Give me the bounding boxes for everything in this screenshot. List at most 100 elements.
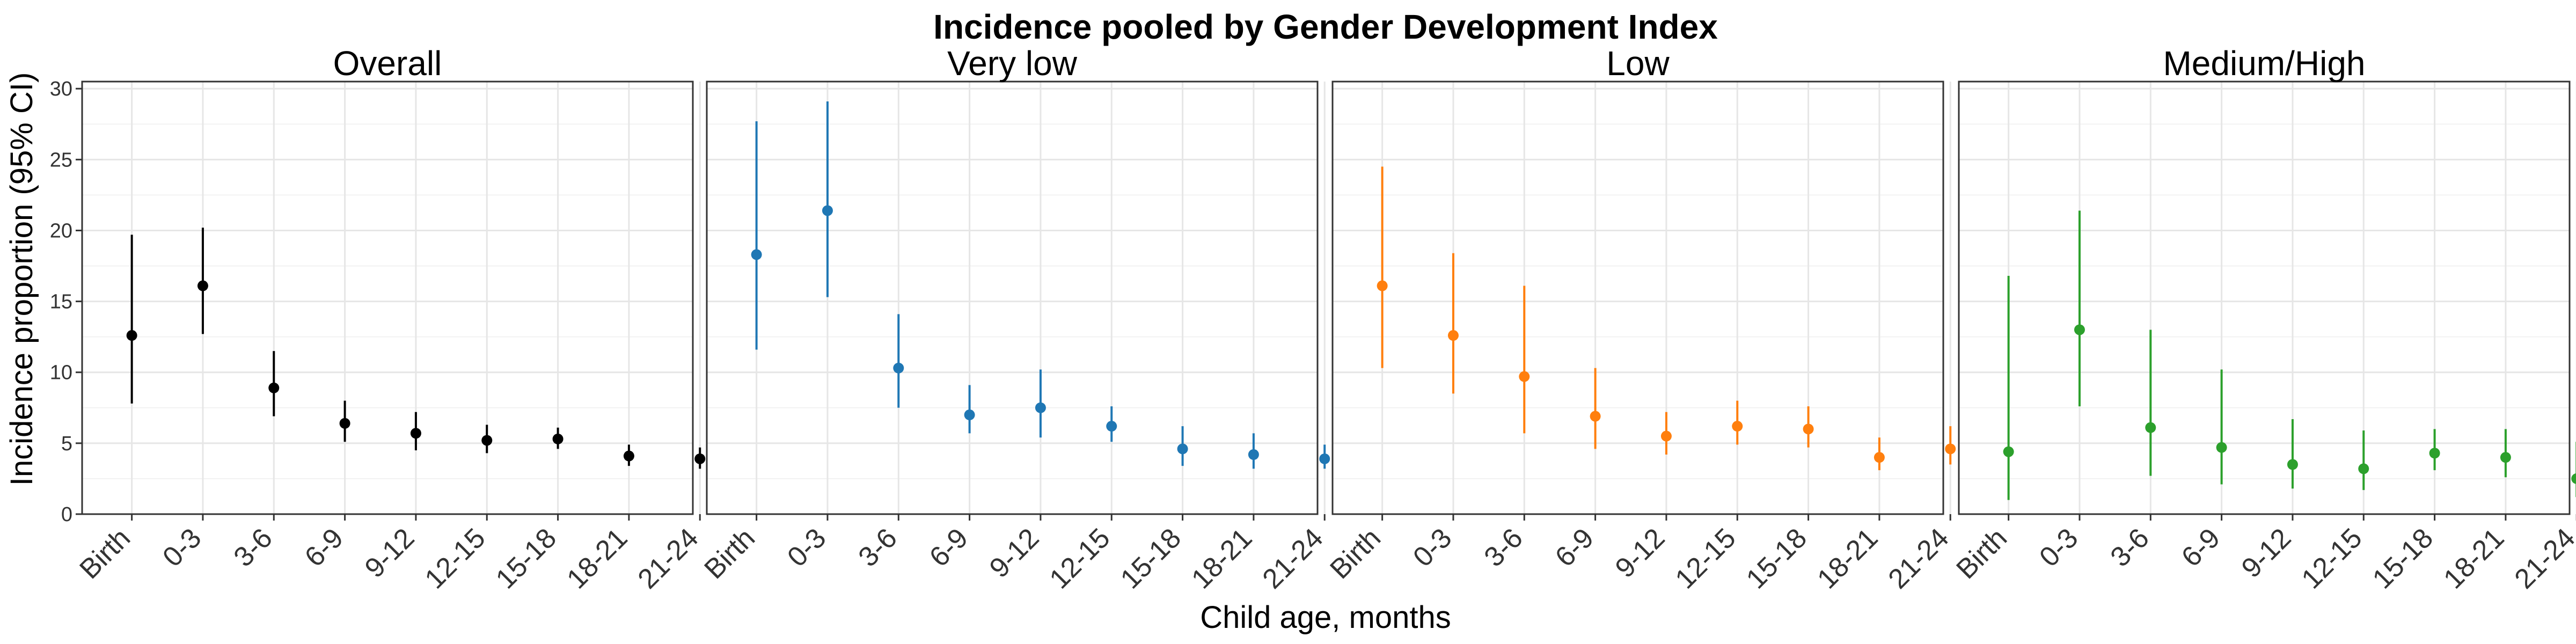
panel-background: [82, 82, 693, 514]
estimate-point: [1874, 452, 1885, 463]
x-axis-title: Child age, months: [1200, 600, 1451, 635]
y-tick-label: 10: [50, 362, 72, 384]
y-tick-label: 25: [50, 149, 72, 171]
x-tick-label: 6-9: [299, 522, 349, 573]
x-tick-label: 15-18: [490, 522, 562, 595]
x-tick-label: 12-15: [2296, 522, 2368, 595]
estimate-point: [2500, 452, 2511, 463]
facet-title: Overall: [333, 44, 442, 83]
x-tick-label: 0-3: [2033, 522, 2084, 573]
x-tick-label: Birth: [1950, 522, 2013, 585]
estimate-point: [481, 435, 493, 446]
x-tick-label: 21-24: [632, 522, 705, 595]
x-tick-label: 3-6: [2105, 522, 2155, 573]
x-tick-label: 21-24: [1257, 522, 1329, 595]
estimate-point: [410, 428, 421, 439]
estimate-point: [1945, 443, 1956, 455]
facet-panel: Low Birth 0-3 3-6 6-9 9-1212-1515-1818-2121-2…: [1324, 44, 1956, 595]
x-tick-label: 6-9: [2176, 522, 2226, 573]
facet-title: Very low: [947, 44, 1078, 83]
x-tick-label: 21-24: [1883, 522, 1955, 595]
x-tick-label: Birth: [74, 522, 136, 585]
estimate-point: [552, 433, 564, 444]
estimate-point: [1319, 453, 1330, 464]
x-tick-label: 6-9: [924, 522, 974, 573]
x-tick-label: 9-12: [984, 522, 1045, 584]
panel-background: [1959, 82, 2570, 514]
estimate-point: [1519, 371, 1530, 382]
chart-title: Incidence pooled by Gender Development I…: [933, 8, 1718, 46]
x-tick-label: 18-21: [1185, 522, 1258, 595]
x-tick-label: 9-12: [1609, 522, 1671, 584]
estimate-point: [2571, 473, 2576, 484]
x-tick-label: 9-12: [2236, 522, 2297, 584]
estimate-point: [1248, 449, 1259, 460]
estimate-point: [339, 418, 350, 429]
x-tick-label: 18-21: [561, 522, 633, 595]
y-tick-label: 15: [50, 291, 72, 313]
estimate-point: [822, 205, 833, 216]
panel-border: [1331, 80, 1944, 515]
x-tick-label: 12-15: [1044, 522, 1116, 595]
estimate-point: [1590, 411, 1601, 422]
x-tick-label: Birth: [1324, 522, 1387, 585]
estimate-point: [1803, 423, 1814, 435]
estimate-point: [623, 450, 634, 462]
estimate-point: [694, 453, 706, 464]
facet-panel: Overall Birth 0-3 3-6 6-9 9-1212-1515-1818-21…: [50, 44, 706, 595]
estimate-point: [2429, 448, 2440, 459]
estimate-point: [893, 362, 904, 374]
panel-background: [707, 82, 1318, 514]
estimate-point: [2145, 422, 2156, 433]
x-tick-label: 15-18: [2367, 522, 2439, 595]
estimate-point: [964, 409, 975, 421]
x-tick-label: 3-6: [228, 522, 279, 573]
panel-background: [1333, 82, 1943, 514]
x-tick-label: 0-3: [157, 522, 207, 573]
y-tick-label: 5: [61, 433, 72, 455]
x-tick-label: 0-3: [781, 522, 832, 573]
panel-border: [81, 80, 694, 515]
x-tick-label: 21-24: [2509, 522, 2576, 595]
panel-border: [1958, 80, 2571, 515]
estimate-point: [751, 249, 762, 260]
estimate-point: [1035, 402, 1046, 413]
estimate-point: [2216, 442, 2227, 453]
x-tick-label: 9-12: [359, 522, 421, 584]
estimate-point: [2003, 446, 2014, 457]
x-tick-label: 0-3: [1407, 522, 1458, 573]
estimate-point: [2287, 459, 2298, 470]
x-tick-label: 15-18: [1115, 522, 1187, 595]
facet-panel: Medium/High Birth 0-3 3-6 6-9 9-1212-1515-181…: [1950, 44, 2576, 595]
estimate-point: [1660, 430, 1672, 442]
y-tick-label: 20: [50, 219, 72, 242]
estimate-point: [268, 382, 280, 393]
x-tick-label: 12-15: [419, 522, 492, 595]
facet-title: Medium/High: [2163, 44, 2365, 83]
x-tick-label: 6-9: [1549, 522, 1600, 573]
x-tick-label: 18-21: [2438, 522, 2510, 595]
x-tick-label: 12-15: [1670, 522, 1742, 595]
x-tick-label: Birth: [698, 522, 761, 585]
facet-title: Low: [1606, 44, 1670, 83]
estimate-point: [1106, 421, 1117, 432]
panel-border: [706, 80, 1319, 515]
estimate-point: [1177, 443, 1188, 455]
x-tick-label: 3-6: [853, 522, 903, 573]
y-tick-label: 0: [61, 503, 72, 526]
facet-panel: Very low Birth 0-3 3-6 6-9 9-1212-1515-1818-2…: [698, 44, 1330, 595]
y-axis-title: Incidence proportion (95% CI): [4, 72, 39, 486]
estimate-point: [2074, 324, 2085, 335]
estimate-point: [1732, 421, 1743, 432]
estimate-point: [2358, 463, 2369, 474]
estimate-point: [1447, 330, 1459, 341]
estimate-point: [197, 280, 208, 291]
x-tick-label: 15-18: [1740, 522, 1813, 595]
x-tick-label: 18-21: [1811, 522, 1884, 595]
estimate-point: [1377, 280, 1388, 291]
estimate-point: [126, 330, 137, 341]
y-tick-label: 30: [50, 78, 72, 100]
x-tick-label: 3-6: [1479, 522, 1529, 573]
